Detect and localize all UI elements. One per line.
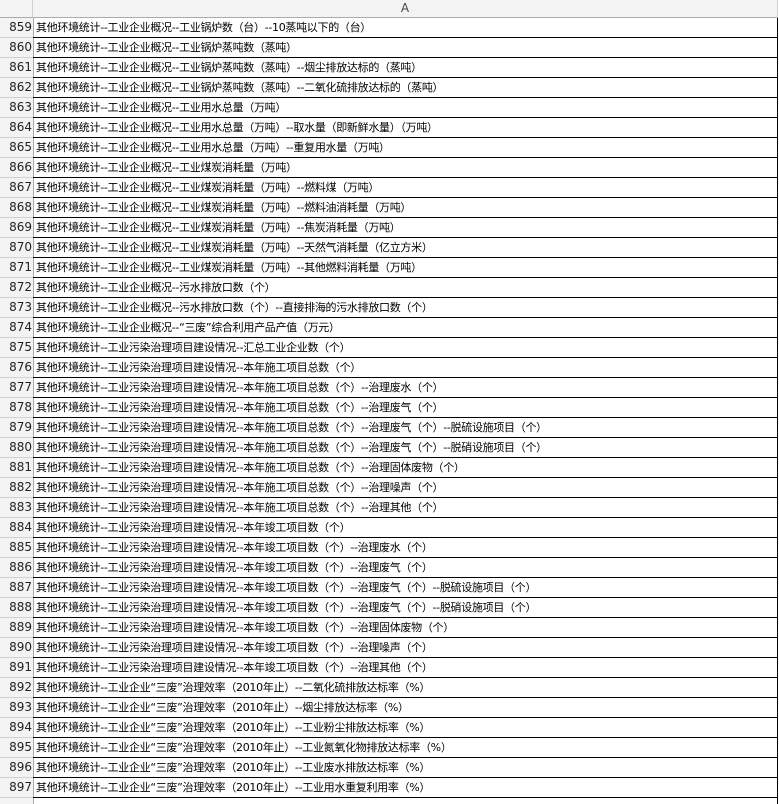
cell[interactable]: 其他环境统计--工业企业概况--工业煤炭消耗量（万吨）--燃料煤（万吨）: [33, 178, 778, 198]
row-number[interactable]: 878: [0, 398, 34, 418]
row-number[interactable]: 881: [0, 458, 34, 478]
cell[interactable]: 其他环境统计--工业企业概况--工业用水总量（万吨）--重复用水量（万吨）: [33, 138, 778, 158]
cell[interactable]: 其他环境统计--工业污染治理项目建设情况--本年施工项目总数（个）--治理废气（…: [33, 438, 778, 458]
cell[interactable]: 其他环境统计--工业企业概况--工业煤炭消耗量（万吨）--燃料油消耗量（万吨）: [33, 198, 778, 218]
row-number[interactable]: 877: [0, 378, 34, 398]
cell[interactable]: 其他环境统计--工业污染治理项目建设情况--本年施工项目总数（个）--治理噪声（…: [33, 478, 778, 498]
row-number[interactable]: 896: [0, 758, 34, 778]
cell[interactable]: 其他环境统计--工业污染治理项目建设情况--本年竣工项目数（个）--治理固体废物…: [33, 618, 778, 638]
row-number[interactable]: 880: [0, 438, 34, 458]
column-header[interactable]: A: [33, 0, 778, 18]
corner-header[interactable]: [0, 0, 33, 18]
row-number[interactable]: 889: [0, 618, 34, 638]
row-number[interactable]: 894: [0, 718, 34, 738]
cell[interactable]: 其他环境统计--工业企业“三废”治理效率（2010年止）--二氧化硫排放达标率（…: [33, 678, 778, 698]
cell[interactable]: 其他环境统计--工业污染治理项目建设情况--本年竣工项目数（个）--治理其他（个…: [33, 658, 778, 678]
cell[interactable]: 其他环境统计--工业污染治理项目建设情况--本年施工项目总数（个）--治理其他（…: [33, 498, 778, 518]
row-number[interactable]: 873: [0, 298, 34, 318]
row-number[interactable]: 871: [0, 258, 34, 278]
row-number[interactable]: 868: [0, 198, 34, 218]
cell[interactable]: 其他环境统计--工业企业概况--工业煤炭消耗量（万吨）--其他燃料消耗量（万吨）: [33, 258, 778, 278]
row-number[interactable]: 882: [0, 478, 34, 498]
cell[interactable]: 其他环境统计--工业污染治理项目建设情况--本年竣工项目数（个）--治理废水（个…: [33, 538, 778, 558]
row-number[interactable]: 895: [0, 738, 34, 758]
row-number[interactable]: 867: [0, 178, 34, 198]
row-number[interactable]: 859: [0, 18, 34, 38]
cell[interactable]: 其他环境统计--工业污染治理项目建设情况--本年竣工项目数（个）--治理噪声（个…: [33, 638, 778, 658]
row-number[interactable]: 879: [0, 418, 34, 438]
row-number[interactable]: 893: [0, 698, 34, 718]
cell[interactable]: 其他环境统计--工业企业概况--工业锅炉数（台）--10蒸吨以下的（台）: [33, 18, 778, 38]
cell[interactable]: 其他环境统计--工业企业概况--工业煤炭消耗量（万吨）--焦炭消耗量（万吨）: [33, 218, 778, 238]
cell[interactable]: 其他环境统计--工业污染治理项目建设情况--本年竣工项目数（个）--治理废气（个…: [33, 598, 778, 618]
row-number[interactable]: 864: [0, 118, 34, 138]
cell[interactable]: 其他环境统计--工业企业概况--工业煤炭消耗量（万吨）--天然气消耗量（亿立方米…: [33, 238, 778, 258]
row-number[interactable]: 884: [0, 518, 34, 538]
row-number[interactable]: 863: [0, 98, 34, 118]
row-number[interactable]: 861: [0, 58, 34, 78]
cell[interactable]: 其他环境统计--工业企业概况--污水排放口数（个）--直接排海的污水排放口数（个…: [33, 298, 778, 318]
cell[interactable]: 其他环境统计--工业企业概况--工业锅炉蒸吨数（蒸吨）--二氧化硫排放达标的（蒸…: [33, 78, 778, 98]
cell[interactable]: 其他环境统计--工业污染治理项目建设情况--本年施工项目总数（个）--治理废气（…: [33, 398, 778, 418]
cell[interactable]: 其他环境统计--工业污染治理项目建设情况--汇总工业企业数（个）: [33, 338, 778, 358]
cell[interactable]: 其他环境统计--工业污染治理项目建设情况--本年竣工项目数（个）: [33, 518, 778, 538]
row-number[interactable]: 874: [0, 318, 34, 338]
row-number[interactable]: 860: [0, 38, 34, 58]
row-number[interactable]: 870: [0, 238, 34, 258]
cell[interactable]: 其他环境统计--工业企业“三废”治理效率（2010年止）--工业用水重复利用率（…: [33, 778, 778, 798]
row-number[interactable]: 885: [0, 538, 34, 558]
row-number[interactable]: 866: [0, 158, 34, 178]
row-number[interactable]: 888: [0, 598, 34, 618]
cell[interactable]: 其他环境统计--工业企业“三废”治理效率（2010年止）--工业废水排放达标率（…: [33, 758, 778, 778]
row-number[interactable]: 887: [0, 578, 34, 598]
row-number[interactable]: 869: [0, 218, 34, 238]
cell[interactable]: 其他环境统计--工业企业概况--工业锅炉蒸吨数（蒸吨）--烟尘排放达标的（蒸吨）: [33, 58, 778, 78]
row-number[interactable]: [0, 798, 34, 804]
cell[interactable]: 其他环境统计--工业企业“三废”治理效率（2010年止）--烟尘排放达标率（%）: [33, 698, 778, 718]
cell[interactable]: 其他环境统计--工业企业概况--“三废”综合利用产品产值（万元）: [33, 318, 778, 338]
row-number[interactable]: 897: [0, 778, 34, 798]
row-number[interactable]: 865: [0, 138, 34, 158]
row-number[interactable]: 892: [0, 678, 34, 698]
cell[interactable]: 其他环境统计--工业企业概况--工业锅炉蒸吨数（蒸吨）: [33, 38, 778, 58]
cell[interactable]: 其他环境统计--工业污染治理项目建设情况--本年施工项目总数（个）: [33, 358, 778, 378]
cell[interactable]: 其他环境统计--工业污染治理项目建设情况--本年施工项目总数（个）--治理废水（…: [33, 378, 778, 398]
cell[interactable]: 其他环境统计--工业企业“三废”治理效率（2010年止）--工业粉尘排放达标率（…: [33, 718, 778, 738]
row-number[interactable]: 862: [0, 78, 34, 98]
cell[interactable]: 其他环境统计--工业企业“三废”治理效率（2010年止）--工业氮氧化物排放达标…: [33, 738, 778, 758]
row-number[interactable]: 886: [0, 558, 34, 578]
cell[interactable]: 其他环境统计--工业污染治理项目建设情况--本年竣工项目数（个）--治理废气（个…: [33, 558, 778, 578]
row-number[interactable]: 891: [0, 658, 34, 678]
cell[interactable]: 其他环境统计--工业企业概况--污水排放口数（个）: [33, 278, 778, 298]
cell[interactable]: 其他环境统计--工业污染治理项目建设情况--本年竣工项目数（个）--治理废气（个…: [33, 578, 778, 598]
row-number[interactable]: 872: [0, 278, 34, 298]
row-number[interactable]: 890: [0, 638, 34, 658]
cell[interactable]: 其他环境统计--工业企业概况--工业用水总量（万吨）: [33, 98, 778, 118]
row-number[interactable]: 876: [0, 358, 34, 378]
cell[interactable]: [33, 798, 778, 804]
cell[interactable]: 其他环境统计--工业污染治理项目建设情况--本年施工项目总数（个）--治理废气（…: [33, 418, 778, 438]
cell[interactable]: 其他环境统计--工业企业概况--工业煤炭消耗量（万吨）: [33, 158, 778, 178]
cell[interactable]: 其他环境统计--工业污染治理项目建设情况--本年施工项目总数（个）--治理固体废…: [33, 458, 778, 478]
row-number[interactable]: 875: [0, 338, 34, 358]
row-number[interactable]: 883: [0, 498, 34, 518]
cell[interactable]: 其他环境统计--工业企业概况--工业用水总量（万吨）--取水量（即新鲜水量）（万…: [33, 118, 778, 138]
